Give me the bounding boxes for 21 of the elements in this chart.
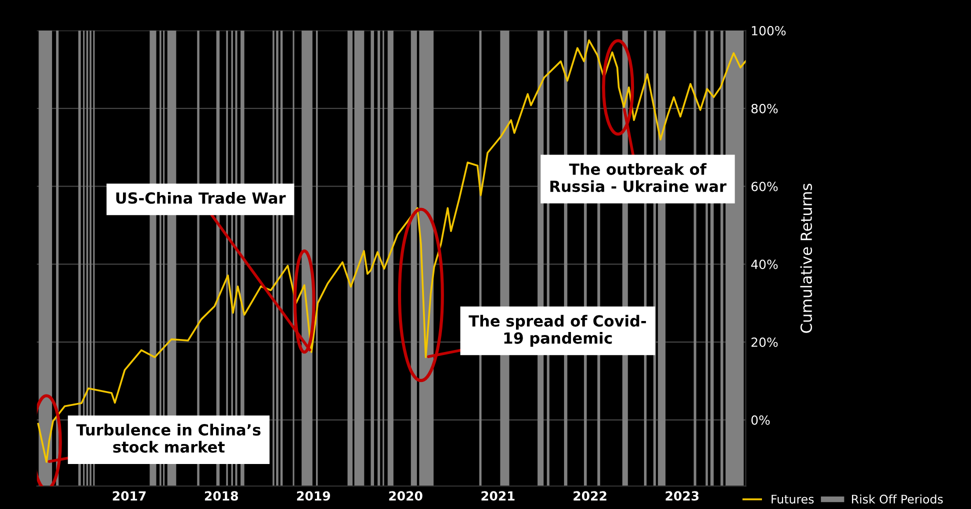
line-series xyxy=(37,39,746,463)
x-tick-label: 2023 xyxy=(666,491,699,501)
legend-label: Risk Off Periods xyxy=(852,494,943,504)
y-axis-title: Cumulative Returns xyxy=(800,184,812,333)
x-tick-label: 2018 xyxy=(204,491,238,501)
annotation: The outbreak of Russia - Ukraine war xyxy=(550,163,726,192)
y-tick-label: 20% xyxy=(752,338,778,347)
y-tick-label: 80% xyxy=(751,104,778,114)
annotation: The spread of Covid- 19 pandemic xyxy=(468,314,646,347)
annotation: US-China Trade War xyxy=(116,192,286,204)
y-tick-label: 40% xyxy=(751,260,778,270)
y-tick-label: 60% xyxy=(751,182,778,192)
x-tick-label: 2019 xyxy=(297,491,330,501)
y-tick-label: 0% xyxy=(751,415,770,425)
annotation: Turbulence in China’s stock market xyxy=(76,424,260,453)
legend-label: Futures xyxy=(772,494,814,504)
x-tick-label: 2022 xyxy=(574,491,606,501)
x-tick-label: 2021 xyxy=(482,491,514,501)
y-tick-label: 100% xyxy=(752,26,786,36)
x-tick-label: 2020 xyxy=(389,491,422,501)
x-tick-label: 2017 xyxy=(112,491,146,501)
